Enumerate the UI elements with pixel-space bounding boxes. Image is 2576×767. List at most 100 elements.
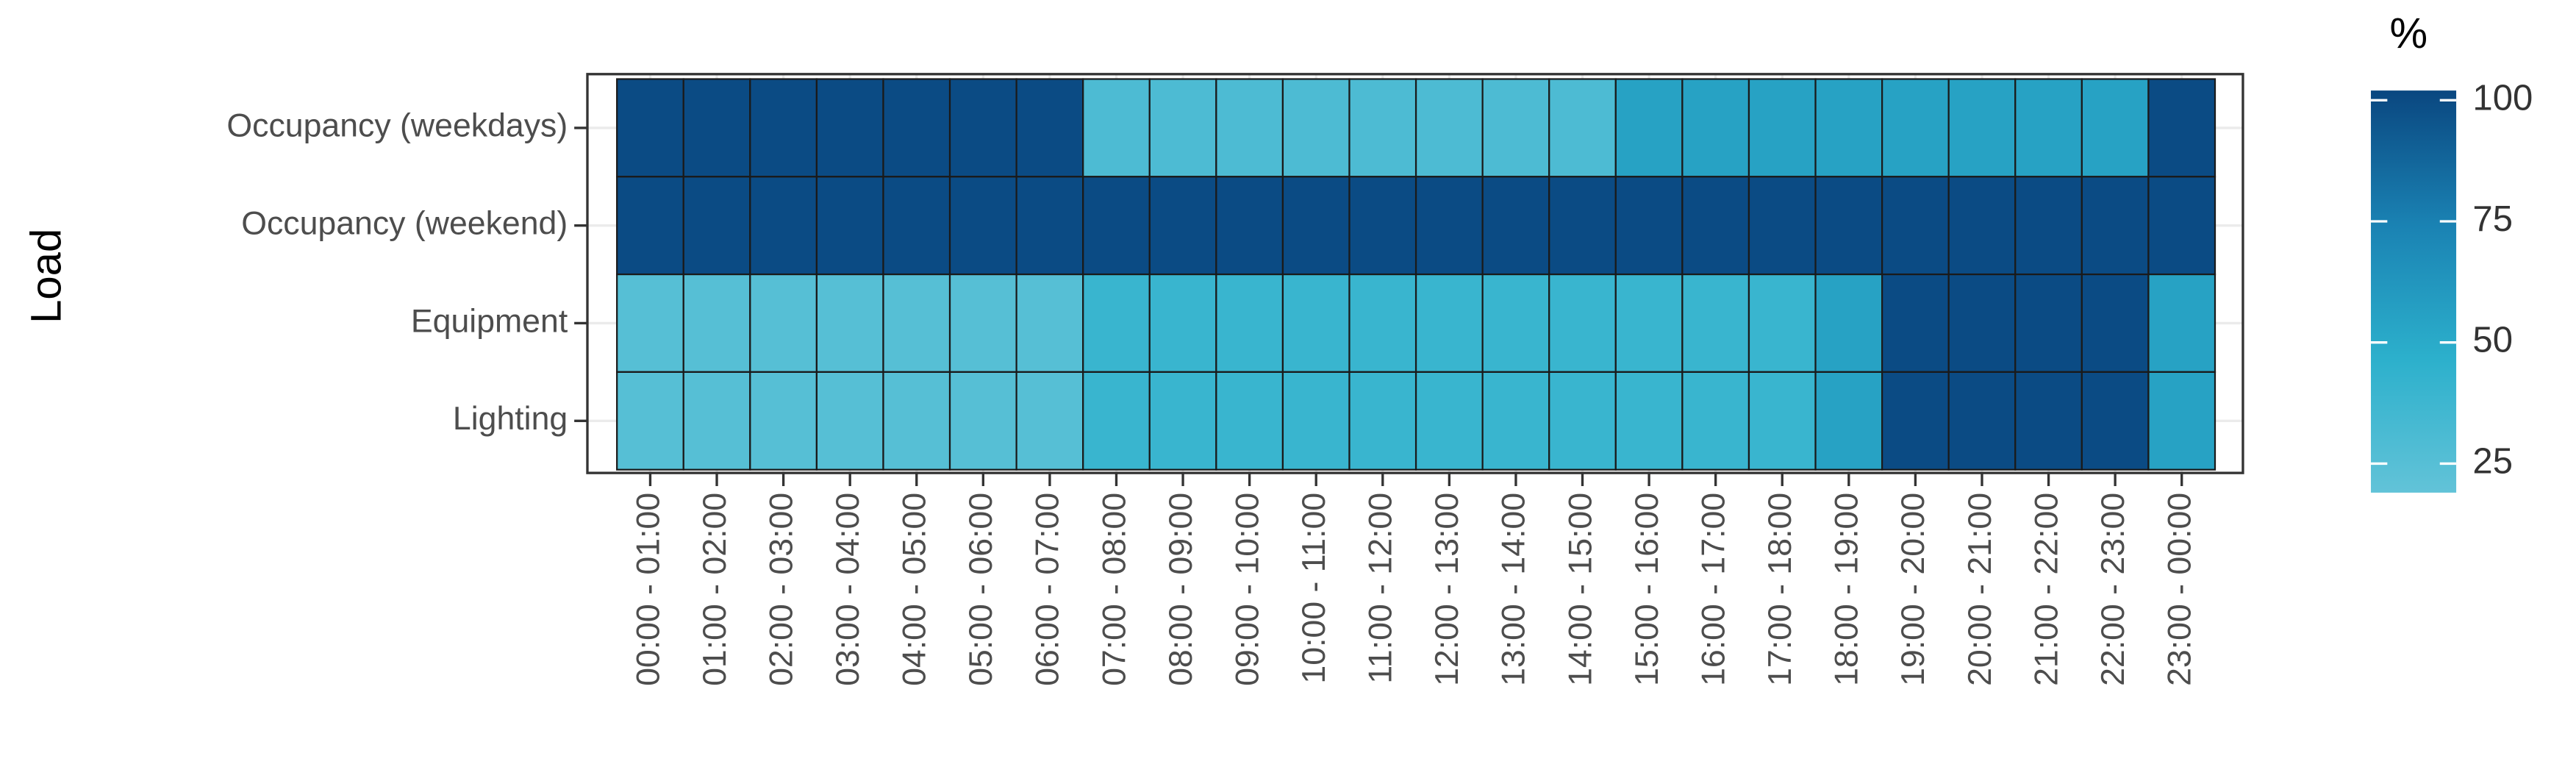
heatmap-cell: [948, 273, 1017, 373]
y-axis-title: Load: [22, 229, 70, 324]
heatmap-cell: [1614, 176, 1684, 276]
heatmap-cell: [2147, 273, 2217, 373]
heatmap-cell: [1281, 78, 1350, 178]
heatmap-cell: [1814, 176, 1883, 276]
x-tick-label: 15:00 - 16:00: [1629, 493, 1665, 686]
x-tick-label: 17:00 - 18:00: [1762, 493, 1798, 686]
heatmap-cell: [1015, 273, 1084, 373]
heatmap-cell: [1881, 371, 1950, 471]
heatmap-cell: [1548, 78, 1617, 178]
heatmap-cell: [1148, 273, 1217, 373]
heatmap-cell: [1548, 176, 1617, 276]
heatmap-cell: [616, 371, 684, 471]
colorbar-tick-label: 50: [2472, 321, 2513, 360]
heatmap-cell: [882, 78, 951, 178]
heatmap-cell: [1348, 273, 1417, 373]
heatmap-cell: [1215, 176, 1284, 276]
heatmap-cell: [1148, 176, 1217, 276]
heatmap-cell: [682, 78, 751, 178]
heatmap-cell: [749, 176, 818, 276]
colorbar-tick-label: 25: [2472, 441, 2513, 481]
heatmap-cell: [1215, 78, 1284, 178]
heatmap-cell: [1681, 78, 1750, 178]
heatmap-cell: [1747, 273, 1817, 373]
heatmap-cell: [815, 371, 884, 471]
heatmap-cell: [1481, 273, 1550, 373]
heatmap-cell: [1947, 273, 2017, 373]
heatmap-cell: [1082, 371, 1151, 471]
heatmap-cell: [682, 371, 751, 471]
heatmap-cell: [1614, 371, 1684, 471]
heatmap-cell: [1082, 176, 1151, 276]
x-tick-label: 00:00 - 01:00: [630, 493, 666, 686]
heatmap-cell: [1747, 78, 1817, 178]
x-tick-label: 08:00 - 09:00: [1163, 493, 1199, 686]
heatmap-cell: [1681, 273, 1750, 373]
heatmap-cell: [1414, 371, 1484, 471]
heatmap-cell: [682, 176, 751, 276]
heatmap-cell: [1215, 273, 1284, 373]
heatmap-cell: [1281, 176, 1350, 276]
colorbar-tick-label: 100: [2472, 78, 2533, 118]
heatmap-cell: [1548, 371, 1617, 471]
heatmap-cell: [2081, 78, 2150, 178]
heatmap-cell: [616, 176, 684, 276]
heatmap-cell: [1281, 273, 1350, 373]
heatmap-cell: [2014, 78, 2083, 178]
heatmap-cell: [1614, 78, 1684, 178]
heatmap-cell: [1414, 176, 1484, 276]
x-tick-label: 16:00 - 17:00: [1695, 493, 1731, 686]
heatmap-cell: [2147, 176, 2217, 276]
heatmap-cell: [1481, 371, 1550, 471]
heatmap-cell: [1881, 78, 1950, 178]
heatmap-cell: [1082, 78, 1151, 178]
heatmap-cell: [1814, 78, 1883, 178]
heatmap-cell: [1148, 78, 1217, 178]
x-tick-label: 21:00 - 22:00: [2028, 493, 2064, 686]
colorbar-tick-label: 75: [2472, 199, 2513, 239]
heatmap-cell: [1614, 273, 1684, 373]
x-tick-label: 04:00 - 05:00: [897, 493, 933, 686]
x-tick-label: 13:00 - 14:00: [1496, 493, 1532, 686]
heatmap-cell: [1881, 273, 1950, 373]
x-tick-label: 22:00 - 23:00: [2095, 493, 2131, 686]
heatmap-cell: [2014, 176, 2083, 276]
heatmap-cell: [616, 78, 684, 178]
x-tick-label: 20:00 - 21:00: [1962, 493, 1998, 686]
heatmap-cell: [749, 78, 818, 178]
y-tick-label: Equipment: [411, 303, 568, 339]
x-tick-label: 07:00 - 08:00: [1096, 493, 1132, 686]
heatmap-cell: [1747, 371, 1817, 471]
x-tick-label: 09:00 - 10:00: [1229, 493, 1265, 686]
x-tick-label: 01:00 - 02:00: [697, 493, 733, 686]
x-tick-label: 14:00 - 15:00: [1562, 493, 1598, 686]
colorbar-title: %: [2390, 10, 2428, 57]
heatmap-cell: [815, 176, 884, 276]
heatmap-cell: [749, 371, 818, 471]
heatmap-cell: [1681, 176, 1750, 276]
heatmap-cell: [1814, 273, 1883, 373]
heatmap-cell: [1414, 78, 1484, 178]
heatmap-cell: [1215, 371, 1284, 471]
heatmap-cell: [749, 273, 818, 373]
heatmap-cell: [1481, 176, 1550, 276]
x-tick-label: 19:00 - 20:00: [1895, 493, 1931, 686]
heatmap-cell: [1015, 371, 1084, 471]
heatmap-cell: [2081, 371, 2150, 471]
heatmap-cell: [2147, 78, 2217, 178]
heatmap-cell: [682, 273, 751, 373]
heatmap-cell: [1747, 176, 1817, 276]
heatmap-cell: [2081, 273, 2150, 373]
heatmap-cell: [948, 78, 1017, 178]
x-tick-label: 11:00 - 12:00: [1363, 493, 1399, 684]
x-tick-label: 10:00 - 11:00: [1296, 493, 1332, 684]
heatmap-cell: [1082, 273, 1151, 373]
heatmap-cell: [1881, 176, 1950, 276]
x-tick-label: 02:00 - 03:00: [763, 493, 799, 686]
y-tick-label: Lighting: [453, 401, 568, 437]
heatmap-cell: [948, 176, 1017, 276]
heatmap-cell: [1148, 371, 1217, 471]
heatmap-cell: [1015, 78, 1084, 178]
